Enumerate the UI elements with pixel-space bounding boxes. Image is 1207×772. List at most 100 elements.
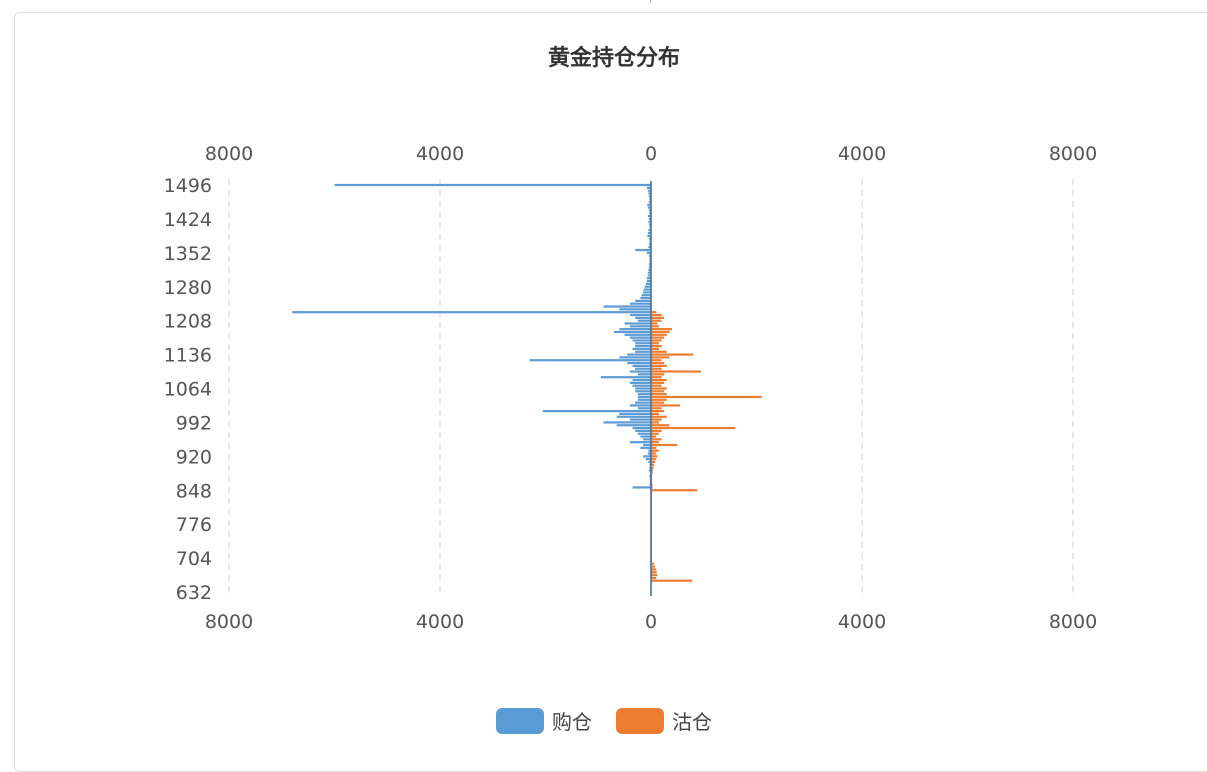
bar-sell	[651, 350, 667, 353]
bar-sell	[651, 398, 667, 401]
bar-buy	[637, 393, 651, 396]
bar-buy	[635, 387, 651, 390]
bar-buy	[632, 384, 651, 387]
bar-buy	[645, 282, 651, 286]
bar-buy	[629, 336, 651, 339]
bar-buy	[647, 234, 651, 237]
bar-sell	[651, 424, 670, 427]
bar-buy	[616, 415, 651, 418]
bar-sell	[651, 311, 657, 314]
bar-buy	[648, 469, 651, 472]
bar-buy	[648, 200, 651, 204]
legend-item-buy[interactable]: 购仓	[496, 706, 592, 735]
bar-buy	[647, 274, 651, 277]
bar-buy	[635, 350, 651, 353]
bar-buy	[648, 195, 651, 198]
bar-sell	[651, 576, 657, 579]
bar-buy	[632, 364, 651, 367]
x-tick-label-top: 8000	[1049, 143, 1097, 165]
bar-buy	[529, 359, 651, 362]
bar-sell	[651, 489, 698, 492]
bar-sell	[651, 347, 659, 351]
bar-sell	[651, 322, 658, 325]
y-tick-label: 920	[176, 446, 212, 468]
bar-buy	[648, 192, 651, 195]
bar-buy	[648, 460, 651, 464]
bar-sell	[651, 336, 665, 339]
bar-sell	[651, 415, 667, 418]
bar-buy	[648, 246, 651, 249]
bar-buy	[629, 302, 651, 305]
bar-sell	[651, 393, 667, 396]
bar-sell	[651, 313, 662, 317]
bar-buy	[600, 376, 651, 379]
bar-sell	[651, 429, 662, 432]
legend-item-sell[interactable]: 沽仓	[616, 706, 712, 735]
bar-buy	[627, 353, 651, 356]
bar-sell	[651, 384, 662, 387]
bar-sell	[651, 562, 655, 565]
bar-buy	[637, 395, 651, 399]
bar-buy	[624, 333, 651, 336]
chart-title: 黄金持仓分布	[547, 46, 680, 71]
x-tick-label-top: 0	[645, 143, 657, 165]
bar-buy	[292, 311, 651, 314]
bar-buy	[632, 378, 651, 382]
bar-sell	[651, 458, 657, 461]
y-tick-label: 776	[176, 514, 212, 536]
bar-buy	[648, 220, 651, 223]
bar-sell	[651, 404, 681, 407]
bar-buy	[334, 183, 651, 187]
bar-sell	[651, 446, 657, 449]
y-tick-label: 1136	[164, 345, 212, 367]
chart-card	[14, 12, 1207, 772]
bar-sell	[651, 466, 654, 469]
bar-buy	[650, 0, 651, 3]
bar-buy	[647, 214, 651, 218]
x-tick-label-top: 8000	[205, 143, 253, 165]
bar-buy	[643, 288, 651, 291]
bar-buy	[643, 455, 651, 458]
x-tick-label-top: 4000	[838, 143, 886, 165]
bar-buy	[643, 438, 651, 441]
bar-sell	[651, 407, 662, 410]
bar-buy	[603, 305, 651, 308]
y-tick-label: 632	[176, 582, 212, 604]
bar-buy	[619, 412, 651, 416]
bar-sell	[651, 361, 665, 365]
bar-buy	[635, 248, 651, 252]
bar-buy	[619, 356, 651, 359]
bar-sell	[651, 412, 659, 416]
x-tick-label-bottom: 0	[645, 611, 657, 633]
bar-buy	[614, 330, 651, 334]
bar-sell	[651, 364, 667, 367]
bar-buy	[646, 279, 651, 283]
legend-label-sell: 沽仓	[672, 710, 712, 734]
bar-buy	[648, 237, 651, 240]
bar-sell	[651, 438, 662, 441]
bar-buy	[646, 186, 651, 189]
legend: 购仓 沽仓	[496, 706, 726, 735]
bar-sell	[651, 571, 657, 574]
bar-buy	[619, 328, 651, 331]
bar-buy	[542, 410, 651, 413]
bar-sell	[651, 568, 657, 571]
bar-sell	[651, 410, 665, 413]
bar-buy	[644, 285, 651, 288]
bar-buy	[648, 217, 651, 221]
bar-buy	[635, 345, 651, 348]
bar-sell	[651, 370, 702, 373]
bar-buy	[648, 229, 651, 232]
bar-buy	[637, 398, 651, 401]
bar-sell	[651, 469, 654, 472]
bar-sell	[651, 579, 693, 582]
bar-sell	[651, 319, 662, 322]
bar-buy	[647, 189, 651, 192]
bar-buy	[635, 429, 651, 432]
legend-label-buy: 购仓	[552, 710, 592, 734]
bar-sell	[651, 418, 662, 421]
bar-sell	[651, 316, 665, 319]
bar-buy	[646, 277, 651, 280]
y-tick-label: 1064	[164, 379, 212, 401]
